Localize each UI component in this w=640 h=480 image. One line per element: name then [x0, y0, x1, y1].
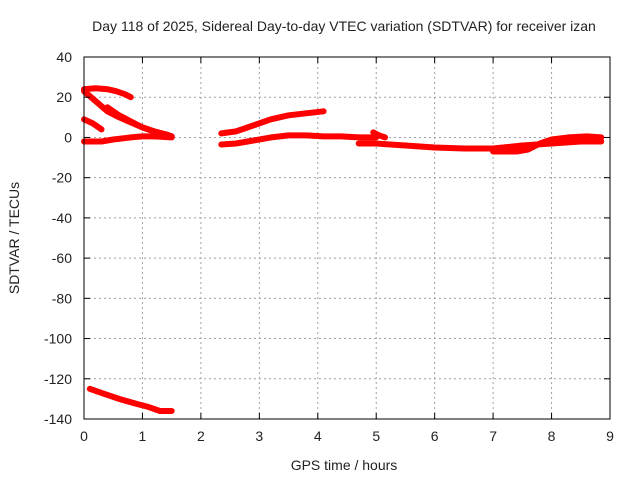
y-tick-label: -140: [44, 411, 72, 427]
y-tick-label: -60: [52, 250, 72, 266]
x-tick-label: 1: [139, 428, 147, 444]
plot-frame: [83, 56, 611, 420]
x-tick-label: 8: [548, 428, 556, 444]
x-axis-label: GPS time / hours: [291, 457, 398, 473]
x-tick-label: 9: [606, 428, 614, 444]
y-tick-label: 0: [64, 129, 72, 145]
chart-title: Day 118 of 2025, Sidereal Day-to-day VTE…: [92, 18, 596, 34]
data-series-group: [81, 85, 605, 414]
series-line-arc-3: [104, 104, 175, 140]
x-tick-label: 0: [80, 428, 88, 444]
y-tick-label: -40: [52, 210, 72, 226]
y-tick-label: 40: [56, 49, 72, 65]
series-line-arc-11: [490, 133, 605, 155]
y-tick-label: -120: [44, 371, 72, 387]
series-line-arc-10: [355, 138, 605, 152]
y-tick-label: -100: [44, 331, 72, 347]
x-tick-label: 2: [197, 428, 205, 444]
x-tick-label: 3: [255, 428, 263, 444]
series-line-arc-8: [218, 132, 380, 148]
x-tick-label: 4: [314, 428, 322, 444]
y-tick-label: -80: [52, 290, 72, 306]
x-tick-labels: 0 1 2 3 4 5 6 7 8 9: [80, 428, 614, 444]
grid-lines: [84, 57, 610, 419]
y-tick-label: -20: [52, 170, 72, 186]
x-tick-label: 5: [372, 428, 380, 444]
series-line-arc-6: [86, 385, 175, 414]
series-line-arc-9: [370, 129, 388, 141]
series-line-arc-7: [218, 108, 327, 137]
y-tick-label: 20: [56, 89, 72, 105]
x-tick-label: 6: [431, 428, 439, 444]
series-line-arc-1: [81, 85, 134, 101]
series-line-arc-4: [81, 116, 105, 133]
x-tick-label: 7: [489, 428, 497, 444]
y-tick-labels: 40 20 0 -20 -40 -60 -80 -100 -120 -140: [44, 49, 72, 427]
y-axis-label: SDTVAR / TECUs: [6, 182, 22, 294]
axis-ticks: [83, 56, 611, 420]
series-line-arc-5: [81, 133, 175, 145]
